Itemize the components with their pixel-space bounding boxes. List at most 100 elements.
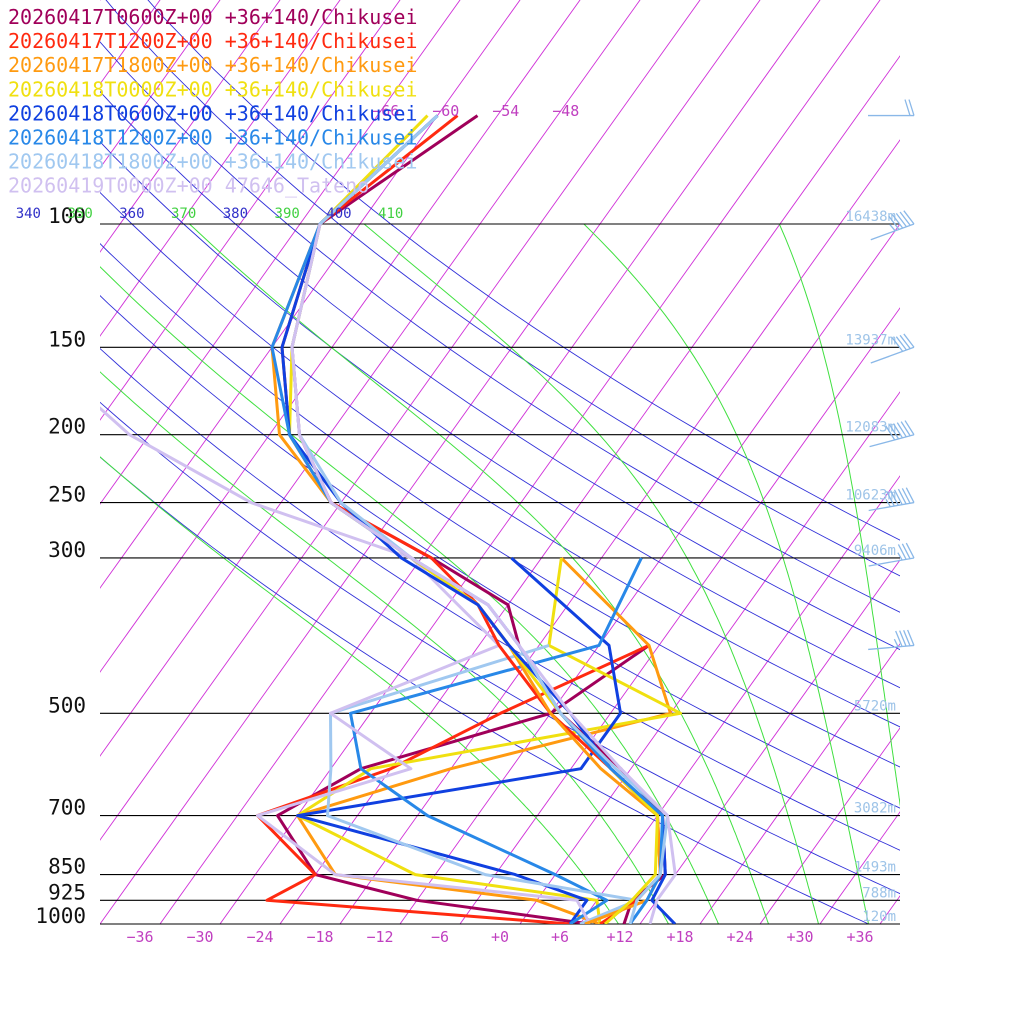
temperature-axis: −36 −30 −24 −18 −12 −6 +0 +6 +12 +18 +24 +30 +36 — [126, 928, 873, 946]
theta-label: 350 — [67, 206, 92, 222]
isotherm-line — [100, 0, 521, 589]
pressure-tick-label: 850 — [48, 855, 86, 879]
legend-entry: 20260417T1800Z+00 +36+140/Chikusei — [8, 53, 417, 77]
moist-adiabat-line — [100, 371, 670, 924]
pressure-tick-label: 100 — [48, 204, 86, 228]
isotherm-line — [819, 811, 900, 924]
temperature-tick-label: −6 — [431, 928, 449, 946]
pressure-tick-label: 500 — [48, 693, 86, 717]
moist-adiabat-line — [363, 223, 820, 924]
isotherm-line — [759, 727, 900, 924]
height-labels: 16438m 13937m 12083m 10623m 9406m 5720m 3082m 1… — [845, 209, 896, 925]
temperature-trace — [290, 114, 669, 924]
isotherm-line — [399, 223, 900, 924]
upper-isotherm-label: −48 — [552, 102, 579, 120]
wind-barb — [868, 99, 915, 117]
isotherm-line — [100, 0, 281, 253]
isotherm-line — [519, 391, 900, 924]
upper-isotherm-label: −66 — [372, 102, 399, 120]
theta-label: 390 — [275, 206, 300, 222]
isotherm-line — [100, 0, 461, 505]
height-label: 13937m — [845, 332, 896, 348]
upper-isotherm-labels: −66 −60 −54 −48 — [372, 102, 579, 120]
theta-label: 340 — [16, 206, 41, 222]
legend-entry: 20260417T1200Z+00 +36+140/Chikusei — [8, 29, 417, 53]
temperature-trace — [288, 114, 659, 924]
pressure-tick-label: 1000 — [35, 904, 86, 928]
temperature-tick-label: +6 — [551, 928, 569, 946]
legend-entry: 20260418T0600Z+00 +36+140/Chikusei — [8, 101, 417, 125]
temperature-trace — [290, 114, 667, 924]
isotherm-line — [100, 0, 761, 924]
temperature-tick-label: +30 — [786, 928, 813, 946]
dewpoint-trace — [296, 556, 622, 924]
temperature-trace — [280, 114, 677, 924]
wind-barb — [868, 629, 915, 651]
isotherm-line — [339, 139, 900, 924]
isotherm-line — [579, 475, 900, 924]
isotherm-line — [100, 0, 221, 169]
legend-entry: 20260418T1200Z+00 +36+140/Chikusei — [8, 126, 417, 150]
legend-entry: 20260418T0000Z+00 +36+140/Chikusei — [8, 77, 417, 101]
isotherm-line — [100, 0, 701, 841]
height-label: 16438m — [845, 209, 896, 225]
dewpoint-traces — [100, 406, 682, 924]
dewpoint-trace — [296, 556, 672, 924]
isotherm-line — [879, 895, 900, 924]
isotherm-line — [100, 0, 401, 421]
temperature-tick-label: −18 — [306, 928, 333, 946]
dry-adiabat-line — [100, 456, 870, 924]
isotherm-line — [219, 0, 881, 924]
theta-label: 400 — [326, 206, 351, 222]
pressure-tick-label: 250 — [48, 483, 86, 507]
isotherm-line — [159, 0, 821, 924]
legend: 20260417T0600Z+00 +36+140/Chikusei202604… — [8, 5, 417, 198]
legend-entry: 20260418T1800Z+00 +36+140/Chikusei — [8, 150, 417, 174]
temperature-tick-label: +24 — [726, 928, 753, 946]
isotherm-line — [100, 0, 161, 85]
isobar-grid — [100, 223, 900, 925]
theta-label: 410 — [378, 206, 403, 222]
upper-isotherm-label: −54 — [492, 102, 519, 120]
isotherm-line — [459, 307, 900, 924]
height-label: 788m — [862, 885, 896, 901]
temperature-trace — [270, 114, 664, 924]
height-label: 5720m — [854, 698, 896, 714]
temperature-tick-label: −36 — [126, 928, 153, 946]
wind-barb — [870, 333, 915, 364]
moist-adiabat-line — [778, 223, 900, 807]
height-label: 9406m — [854, 543, 896, 559]
pressure-tick-label: 300 — [48, 538, 86, 562]
temperature-tick-label: −24 — [246, 928, 273, 946]
isotherm-line — [639, 559, 900, 924]
isotherm-line — [100, 0, 341, 337]
isotherm-line — [699, 643, 900, 924]
temperature-traces — [270, 114, 677, 924]
pressure-tick-label: 200 — [48, 415, 86, 439]
moist-adiabat-line — [189, 223, 770, 924]
height-label: 10623m — [845, 488, 896, 504]
moist-adiabat-line — [100, 456, 620, 924]
isotherm-line — [100, 0, 641, 757]
height-label: 1493m — [854, 860, 896, 876]
temperature-tick-label: +36 — [846, 928, 873, 946]
wind-barb — [868, 487, 915, 512]
temperature-trace — [270, 114, 662, 924]
temperature-tick-label: −30 — [186, 928, 213, 946]
height-label: 12083m — [845, 420, 896, 436]
pressure-tick-label: 150 — [48, 327, 86, 351]
theta-labels: 310320330340350360370380390400410 — [16, 206, 404, 222]
height-label: 120m — [862, 909, 896, 925]
theta-label: 380 — [223, 206, 248, 222]
isotherm-line — [929, 0, 1024, 939]
height-label: 3082m — [854, 801, 896, 817]
temperature-tick-label: +0 — [491, 928, 509, 946]
upper-isotherm-label: −60 — [432, 102, 459, 120]
pressure-tick-label: 925 — [48, 880, 86, 904]
legend-entry: 20260417T0600Z+00 +36+140/Chikusei — [8, 5, 417, 29]
wind-barb — [870, 210, 915, 241]
legend-entry: 20260419T0000Z+00 47646_Tateno — [8, 174, 369, 198]
moist-adiabat-line — [100, 266, 720, 924]
